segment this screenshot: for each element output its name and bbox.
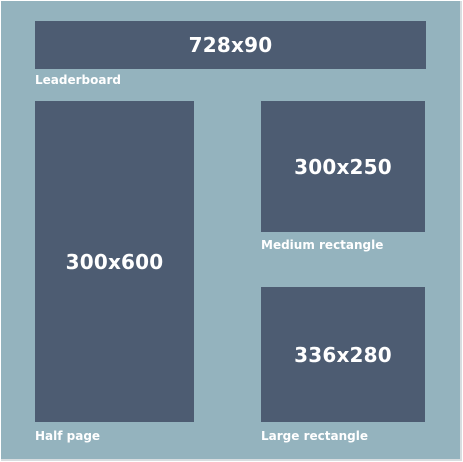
leaderboard-box: 728x90 [35,21,426,69]
medium-rectangle-box: 300x250 [261,101,425,232]
leaderboard-label: Leaderboard [35,73,121,87]
large-rectangle-box: 336x280 [261,287,425,422]
medium-rectangle-size: 300x250 [294,154,392,179]
half-page-size: 300x600 [65,249,164,274]
medium-rectangle-label: Medium rectangle [261,238,384,252]
half-page-label: Half page [35,429,101,443]
large-rectangle-size: 336x280 [294,342,392,367]
half-page-box: 300x600 [35,101,194,422]
leaderboard-size: 728x90 [188,33,273,57]
large-rectangle-label: Large rectangle [261,429,368,443]
